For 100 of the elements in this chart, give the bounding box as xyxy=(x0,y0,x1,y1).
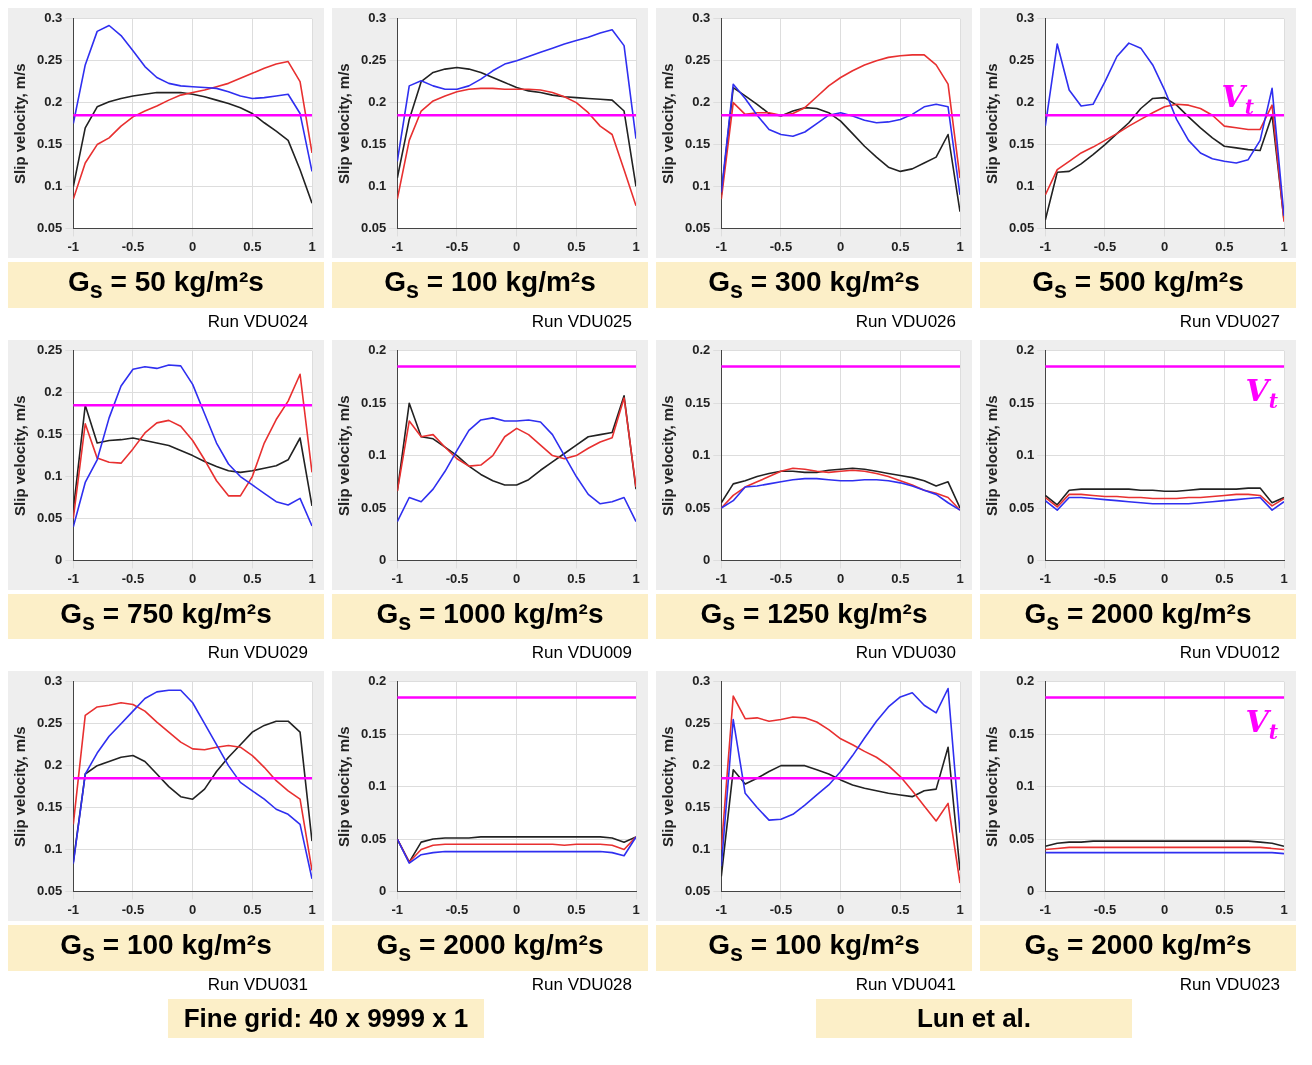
y-tick-label: 0.1 xyxy=(368,178,387,194)
text: G$_{s}$ = 2000 kg/m²s xyxy=(332,925,648,971)
x-tick-label: 0.5 xyxy=(1215,570,1234,586)
x-tick-label: 0.5 xyxy=(891,901,910,917)
x-tick-label: 1 xyxy=(956,570,964,586)
x-tick-label: -1 xyxy=(1039,570,1052,586)
text: G$_{s}$ = 2000 kg/m²s xyxy=(980,593,1296,640)
y-tick-label: 0.25 xyxy=(36,52,63,68)
text: G$_{s}$ = 1000 kg/m²s xyxy=(332,593,648,640)
x-tick-label: 1 xyxy=(308,570,316,586)
x-tick-label: 0 xyxy=(1161,570,1169,586)
y-tick-label: 0.15 xyxy=(684,136,711,152)
y-tick-label: 0.15 xyxy=(1008,394,1035,410)
y-tick-label: 0.3 xyxy=(1016,10,1035,26)
text: Run VDU026 xyxy=(854,311,957,333)
y-tick-label: 0 xyxy=(55,551,63,567)
y-tick-label: 0.25 xyxy=(1008,52,1035,68)
y-axis-title: Slip velocity, m/s xyxy=(983,726,1001,848)
y-tick-label: 0.1 xyxy=(44,841,63,857)
y-axis-title: Slip velocity, m/s xyxy=(11,63,29,184)
y-tick-label: 0.3 xyxy=(368,10,387,26)
x-tick-label: 1 xyxy=(632,570,640,586)
x-tick-label: 0 xyxy=(189,238,197,254)
x-tick-label: 0.5 xyxy=(567,238,586,254)
y-tick-label: 0 xyxy=(1027,883,1035,899)
y-tick-label: 0.15 xyxy=(1008,136,1035,152)
y-tick-label: 0.15 xyxy=(684,394,711,410)
y-tick-label: 0.2 xyxy=(44,383,63,399)
text: Run VDU041 xyxy=(854,974,957,996)
y-tick-label: 0.05 xyxy=(36,219,63,235)
y-tick-label: 0.1 xyxy=(44,178,63,194)
x-tick-label: -1 xyxy=(391,901,404,917)
text: G$_{s}$ = 300 kg/m²s xyxy=(656,262,972,308)
x-tick-label: 0.5 xyxy=(243,238,262,254)
x-tick-label: -1 xyxy=(391,238,404,254)
y-tick-label: 0.25 xyxy=(684,52,711,68)
y-tick-label: 0.1 xyxy=(1016,778,1035,794)
x-tick-label: 0.5 xyxy=(567,570,586,586)
y-tick-label: 0.25 xyxy=(684,715,711,731)
y-tick-label: 0.1 xyxy=(692,446,711,462)
text: G$_{s}$ = 750 kg/m²s xyxy=(8,593,324,640)
y-tick-label: 0.3 xyxy=(44,673,63,689)
x-tick-label: -0.5 xyxy=(445,901,469,917)
y-tick-label: 0.05 xyxy=(684,499,711,515)
x-tick-label: 0.5 xyxy=(243,901,262,917)
text: G$_{s}$ = 500 kg/m²s xyxy=(980,262,1296,308)
y-tick-label: 0.3 xyxy=(692,10,711,26)
y-tick-label: 0 xyxy=(1027,551,1035,567)
x-tick-label: 0 xyxy=(189,901,197,917)
x-tick-label: 0 xyxy=(513,570,521,586)
x-tick-label: -1 xyxy=(1039,901,1052,917)
x-tick-label: 0.5 xyxy=(243,570,262,586)
y-tick-label: 0.1 xyxy=(368,778,387,794)
text: Run VDU025 xyxy=(530,311,633,333)
x-tick-label: -1 xyxy=(715,238,728,254)
text: Run VDU030 xyxy=(854,643,957,665)
x-tick-label: -1 xyxy=(391,570,404,586)
y-tick-label: 0.1 xyxy=(1016,178,1035,194)
x-tick-label: -0.5 xyxy=(1093,901,1117,917)
x-tick-label: 1 xyxy=(308,901,316,917)
x-tick-label: 1 xyxy=(308,238,316,254)
text: G$_{s}$ = 100 kg/m²s xyxy=(656,925,972,971)
y-tick-label: 0.05 xyxy=(360,830,387,846)
y-tick-label: 0.05 xyxy=(36,509,63,525)
y-tick-label: 0.1 xyxy=(692,178,711,194)
x-tick-label: 1 xyxy=(956,238,964,254)
x-tick-label: 0 xyxy=(1161,238,1169,254)
y-tick-label: 0.1 xyxy=(1016,446,1035,462)
text: G$_{s}$ = 100 kg/m²s xyxy=(8,925,324,971)
text: G$_{s}$ = 2000 kg/m²s xyxy=(980,925,1296,971)
x-tick-label: 0 xyxy=(837,238,845,254)
y-axis-title: Slip velocity, m/s xyxy=(335,394,353,516)
y-tick-label: 0.25 xyxy=(36,341,63,357)
y-tick-label: 0 xyxy=(379,551,387,567)
y-tick-label: 0.2 xyxy=(44,757,63,773)
text: G$_{s}$ = 1250 kg/m²s xyxy=(656,593,972,640)
x-tick-label: 1 xyxy=(1280,901,1288,917)
x-tick-label: 0 xyxy=(1161,901,1169,917)
y-axis-title: Slip velocity, m/s xyxy=(11,726,29,848)
x-tick-label: -1 xyxy=(67,570,80,586)
y-tick-label: 0.1 xyxy=(692,841,711,857)
y-tick-label: 0.05 xyxy=(684,883,711,899)
x-tick-label: 0.5 xyxy=(567,901,586,917)
x-tick-label: 0 xyxy=(837,570,845,586)
y-tick-label: 0 xyxy=(703,551,711,567)
x-tick-label: -0.5 xyxy=(769,570,793,586)
y-tick-label: 0.3 xyxy=(692,673,711,689)
x-tick-label: -1 xyxy=(67,901,80,917)
y-tick-label: 0.2 xyxy=(44,94,63,110)
x-tick-label: 0.5 xyxy=(1215,238,1234,254)
text: Fine grid: 40 x 9999 x 1 xyxy=(168,998,484,1038)
y-tick-label: 0.2 xyxy=(692,94,711,110)
y-tick-label: 0.15 xyxy=(36,136,63,152)
y-tick-label: 0.15 xyxy=(36,425,63,441)
y-axis-title: Slip velocity, m/s xyxy=(983,63,1001,184)
y-axis-title: Slip velocity, m/s xyxy=(659,726,677,848)
x-tick-label: 1 xyxy=(956,901,964,917)
x-tick-label: 0.5 xyxy=(891,238,910,254)
x-tick-label: 1 xyxy=(632,901,640,917)
x-tick-label: -1 xyxy=(715,570,728,586)
